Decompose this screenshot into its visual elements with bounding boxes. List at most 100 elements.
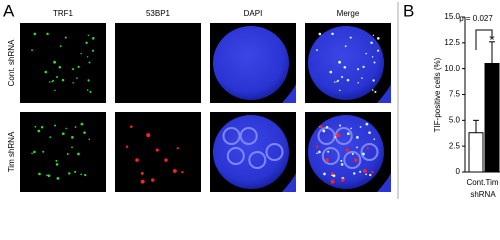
- focus: [333, 81, 336, 83]
- focus: [86, 56, 89, 58]
- nucleolus: [343, 151, 362, 169]
- focus: [355, 136, 359, 139]
- nucleolus: [248, 151, 267, 169]
- focus: [176, 147, 179, 150]
- focus: [372, 34, 375, 37]
- focus: [330, 179, 335, 184]
- nucleolus: [321, 147, 340, 165]
- focus: [42, 150, 45, 153]
- focus: [55, 163, 59, 166]
- focus: [58, 66, 62, 69]
- focus: [31, 152, 33, 155]
- focus: [56, 76, 59, 79]
- focus: [330, 171, 334, 175]
- focus: [354, 158, 358, 162]
- focus: [344, 45, 347, 48]
- panel-label: B: [403, 1, 414, 20]
- focus: [331, 32, 334, 36]
- focus: [373, 138, 376, 140]
- focus: [319, 125, 323, 128]
- nucleus-edge: [282, 83, 296, 103]
- focus: [76, 77, 78, 79]
- focus: [370, 41, 373, 45]
- focus: [83, 131, 86, 134]
- focus: [140, 171, 144, 175]
- focus: [56, 176, 60, 180]
- focus: [61, 132, 65, 136]
- focus: [340, 159, 343, 162]
- focus: [371, 171, 374, 174]
- focus: [74, 170, 77, 173]
- y-tick-label: 12.5: [444, 38, 460, 47]
- focus: [92, 49, 95, 52]
- nucleolus: [360, 143, 379, 161]
- focus: [172, 169, 177, 173]
- focus: [64, 36, 67, 39]
- focus: [181, 171, 184, 174]
- focus: [325, 126, 329, 129]
- focus: [323, 172, 326, 176]
- focus: [371, 56, 374, 58]
- focus: [54, 89, 56, 92]
- micrograph: [20, 23, 106, 103]
- focus: [80, 122, 84, 126]
- focus: [135, 158, 139, 162]
- focus: [377, 37, 380, 40]
- focus: [316, 152, 318, 155]
- figure: A B TIF-positive cells (%) shRNA TRF1 53B…: [3, 1, 500, 199]
- focus: [46, 174, 48, 177]
- focus: [373, 61, 376, 64]
- focus: [339, 89, 341, 92]
- focus: [33, 32, 37, 36]
- nucleus: [213, 26, 289, 100]
- column-header: TRF1: [53, 9, 74, 18]
- focus: [350, 127, 352, 130]
- focus: [44, 70, 48, 74]
- focus: [325, 158, 329, 162]
- focus: [77, 65, 80, 69]
- y-tick-label: 7.5: [449, 90, 461, 99]
- x-tick-label: Cont.: [466, 178, 485, 187]
- column-header: DAPI: [244, 9, 263, 18]
- focus: [340, 163, 344, 166]
- focus: [346, 132, 350, 136]
- focus: [92, 37, 95, 40]
- bar: [468, 132, 484, 173]
- focus: [48, 81, 51, 83]
- focus: [54, 124, 57, 127]
- focus: [327, 150, 330, 153]
- nucleolus: [265, 143, 284, 161]
- row-label: Cont. shRNA: [7, 39, 16, 86]
- focus: [343, 66, 347, 69]
- focus: [37, 129, 41, 133]
- focus: [47, 174, 51, 178]
- focus: [315, 145, 319, 148]
- focus: [368, 131, 371, 134]
- focus: [349, 36, 352, 39]
- focus: [365, 122, 369, 126]
- focus: [372, 79, 375, 82]
- focus: [129, 125, 133, 128]
- focus: [339, 124, 342, 127]
- focus: [52, 79, 55, 82]
- nucleus: [308, 26, 384, 100]
- focus: [357, 82, 359, 84]
- focus: [151, 178, 155, 182]
- y-tick-label: 2.5: [449, 141, 461, 150]
- bar: [484, 63, 500, 173]
- focus: [331, 174, 333, 177]
- focus: [33, 150, 36, 154]
- significance-bracket: [475, 29, 493, 50]
- focus: [362, 169, 367, 173]
- focus: [322, 129, 326, 133]
- focus: [337, 79, 340, 82]
- focus: [46, 32, 49, 36]
- y-tick-label: 15.0: [444, 12, 460, 21]
- row-label: Tim shRNA: [7, 131, 16, 172]
- focus: [66, 153, 69, 155]
- x-tick-label: Tim: [485, 178, 498, 187]
- focus: [70, 136, 74, 139]
- focus: [365, 173, 368, 176]
- focus: [77, 152, 80, 156]
- focus: [84, 173, 87, 177]
